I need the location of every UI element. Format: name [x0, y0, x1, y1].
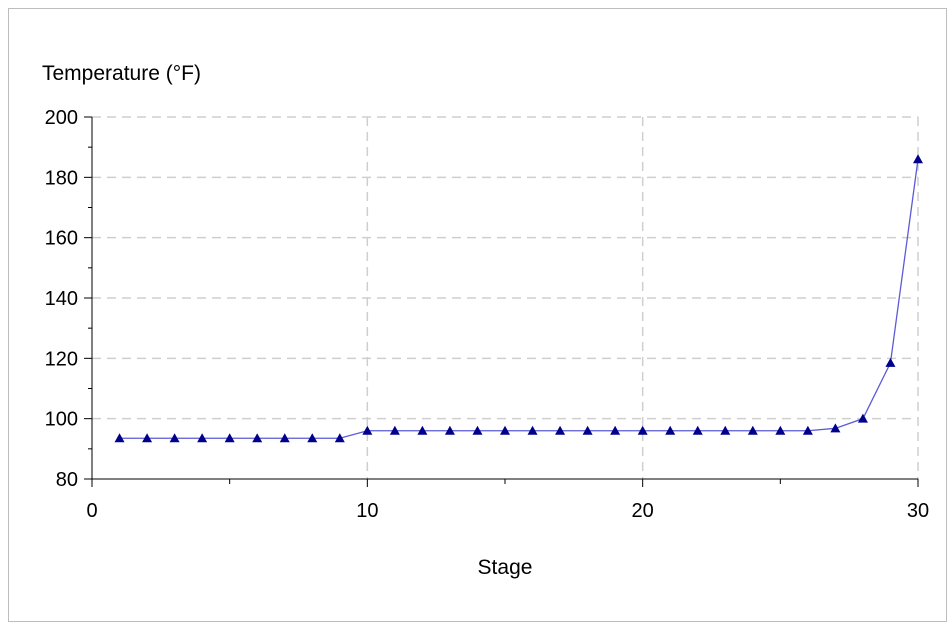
y-tick-label: 100	[45, 409, 78, 431]
data-point-marker	[527, 425, 538, 435]
x-axis-title: Stage	[478, 556, 533, 579]
x-tick-label: 30	[907, 500, 929, 522]
y-tick-label: 180	[45, 167, 78, 189]
data-point-marker	[610, 425, 621, 435]
data-point-marker	[224, 433, 235, 443]
y-axis-title: Temperature (°F)	[42, 62, 201, 85]
y-tick-label: 160	[45, 228, 78, 250]
data-point-marker	[720, 425, 731, 435]
x-tick-label: 10	[356, 500, 378, 522]
data-point-marker	[747, 425, 758, 435]
series-temperature	[114, 154, 923, 443]
data-point-marker	[389, 425, 400, 435]
data-point-marker	[913, 154, 923, 164]
grid-lines	[92, 116, 919, 479]
y-tick-label: 200	[45, 107, 78, 129]
y-tick-label: 120	[45, 348, 78, 370]
data-point-marker	[500, 425, 510, 435]
data-point-marker	[334, 433, 345, 443]
data-point-marker	[802, 425, 813, 435]
data-point-marker	[637, 425, 648, 435]
data-point-marker	[197, 433, 208, 443]
x-tick-label: 20	[632, 500, 654, 522]
data-point-marker	[665, 425, 676, 435]
axes	[84, 116, 919, 487]
data-point-marker	[362, 425, 373, 435]
data-point-marker	[885, 357, 896, 367]
series-line	[119, 159, 919, 439]
data-point-marker	[142, 433, 153, 443]
data-point-marker	[472, 425, 483, 435]
y-tick-label: 80	[56, 469, 78, 491]
data-point-marker	[555, 425, 566, 435]
data-point-marker	[252, 433, 263, 443]
data-point-marker	[279, 433, 290, 443]
tick-labels: 80 100 120 140 160 180 200 0 10 20 30	[45, 107, 930, 522]
data-point-marker	[169, 433, 180, 443]
data-point-marker	[307, 433, 318, 443]
data-point-marker	[775, 425, 786, 435]
data-point-marker	[692, 425, 703, 435]
data-point-marker	[417, 425, 428, 435]
x-tick-label: 0	[86, 500, 97, 522]
data-point-marker	[857, 413, 868, 423]
chart-frame	[8, 8, 947, 622]
data-point-marker	[830, 423, 841, 433]
data-point-marker	[582, 425, 593, 435]
y-tick-label: 140	[45, 288, 78, 310]
data-point-marker	[444, 425, 455, 435]
data-point-marker	[114, 433, 125, 443]
